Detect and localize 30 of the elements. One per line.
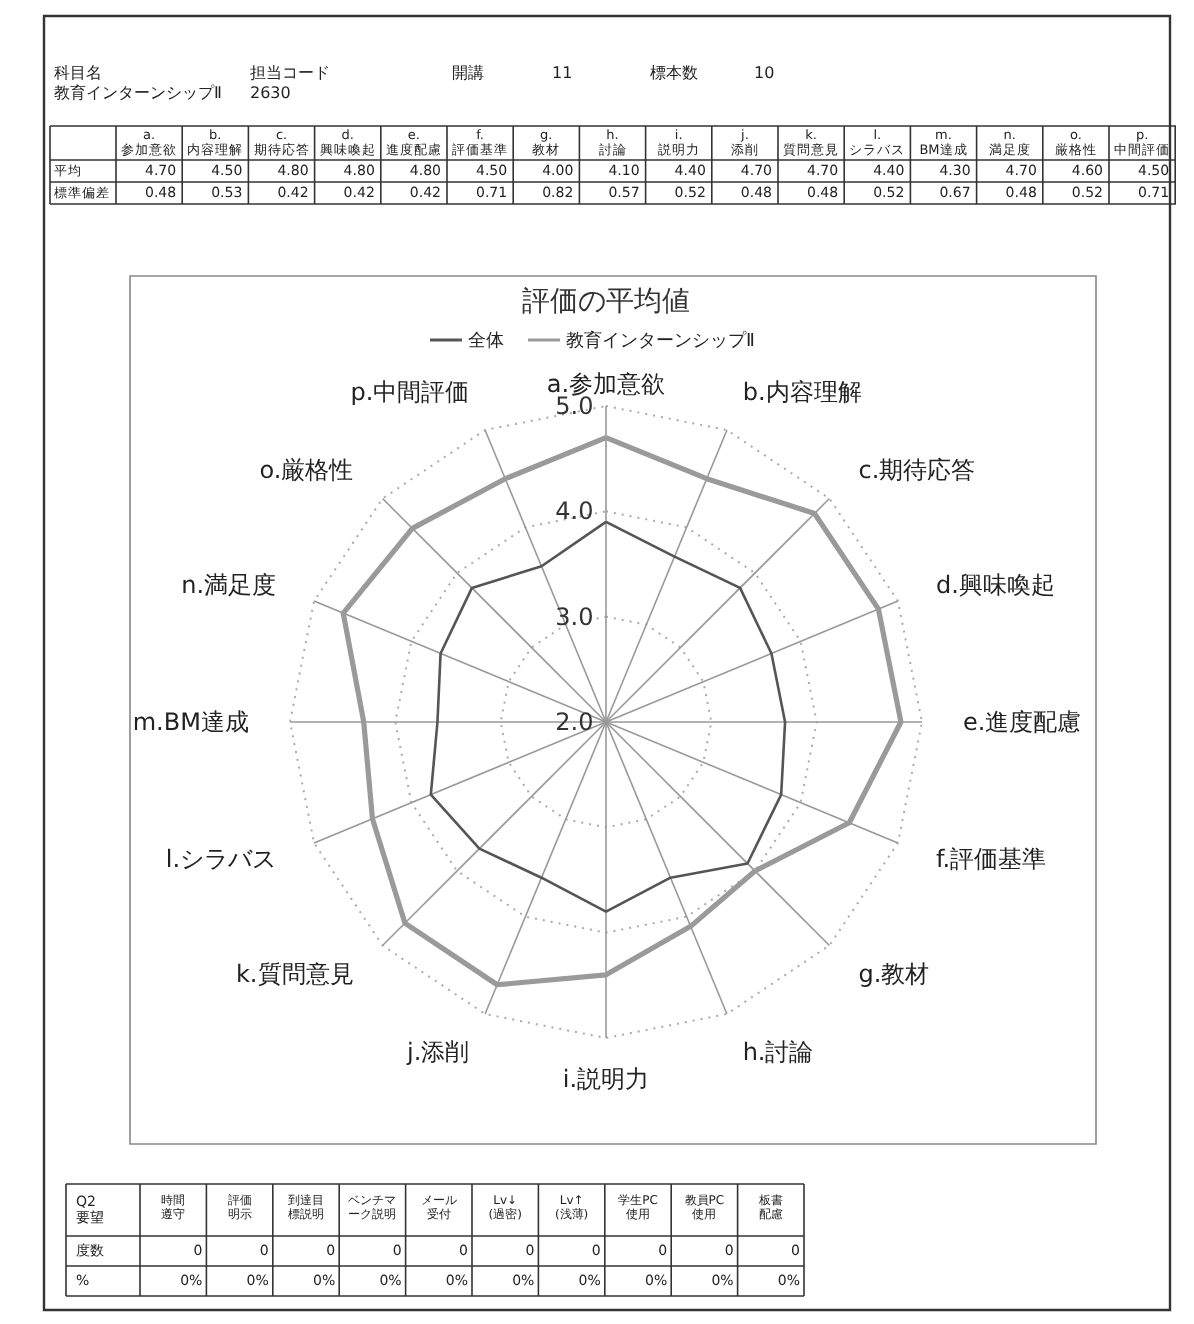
spoke-label: d.興味喚起 (935, 571, 1055, 600)
spoke-label: j.添削 (405, 1037, 470, 1066)
spoke-label: h.討論 (742, 1037, 814, 1066)
spoke-label: l.シラバス (165, 844, 277, 873)
text: 2630 (250, 84, 291, 102)
spoke-label: p.中間評価 (350, 378, 470, 407)
spoke-label: b.内容理解 (742, 378, 862, 407)
text: 10 (754, 64, 775, 82)
chart-title: 評価の平均値 (522, 286, 690, 318)
spoke-label: a.参加意欲 (546, 369, 666, 398)
spoke-label: i.説明力 (562, 1065, 650, 1094)
text: 11 (552, 64, 573, 82)
text: 標本数 (650, 64, 698, 82)
spoke-label: o.厳格性 (259, 455, 354, 484)
y-tick-label: 3.0 (555, 602, 594, 631)
spoke-label: n.満足度 (181, 571, 277, 600)
spoke-label: e.進度配慮 (963, 708, 1082, 736)
text: 科目名 (54, 64, 102, 82)
spoke-label: k.質問意見 (235, 960, 354, 989)
spoke-label: g.教材 (858, 960, 930, 989)
y-tick-label: 2.0 (555, 708, 594, 736)
text: 担当コード (250, 64, 330, 82)
y-tick-label: 4.0 (555, 497, 594, 526)
text: 教育インターンシップⅡ (54, 84, 222, 102)
spoke-label: m.BM達成 (132, 708, 249, 736)
text: 開講 (452, 64, 484, 82)
spoke-label: f.評価基準 (935, 844, 1047, 873)
spoke-label: c.期待応答 (858, 455, 976, 484)
legend-label: 教育インターンシップⅡ (566, 330, 755, 352)
legend-label: 全体 (468, 330, 504, 352)
